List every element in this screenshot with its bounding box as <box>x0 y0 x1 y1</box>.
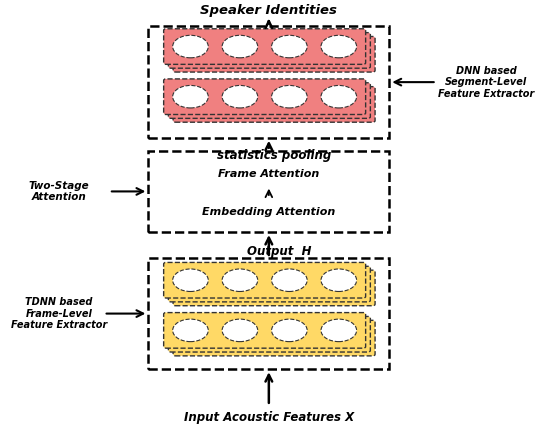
Ellipse shape <box>182 276 218 299</box>
Ellipse shape <box>227 89 262 112</box>
Ellipse shape <box>227 39 262 61</box>
FancyBboxPatch shape <box>164 313 366 348</box>
Ellipse shape <box>172 319 208 341</box>
Ellipse shape <box>232 327 267 349</box>
Ellipse shape <box>232 276 267 299</box>
Ellipse shape <box>232 93 267 116</box>
Text: DNN based
Segment-Level
Feature Extractor: DNN based Segment-Level Feature Extracto… <box>438 65 535 99</box>
Ellipse shape <box>182 327 218 349</box>
Ellipse shape <box>182 93 218 116</box>
Text: Frame Attention: Frame Attention <box>218 169 319 178</box>
Text: statistics pooling: statistics pooling <box>217 149 331 163</box>
Ellipse shape <box>182 43 218 65</box>
Ellipse shape <box>321 86 357 108</box>
Ellipse shape <box>281 276 317 299</box>
FancyBboxPatch shape <box>164 79 366 114</box>
Ellipse shape <box>177 273 213 295</box>
Ellipse shape <box>177 323 213 345</box>
Bar <box>148 26 390 138</box>
Ellipse shape <box>330 43 366 65</box>
Ellipse shape <box>222 269 258 292</box>
Ellipse shape <box>227 323 262 345</box>
FancyBboxPatch shape <box>169 33 370 68</box>
Ellipse shape <box>271 269 307 292</box>
Ellipse shape <box>172 35 208 58</box>
Ellipse shape <box>281 327 317 349</box>
Text: Output  H: Output H <box>247 245 312 258</box>
Ellipse shape <box>326 323 361 345</box>
Ellipse shape <box>271 319 307 341</box>
FancyBboxPatch shape <box>173 270 375 306</box>
Ellipse shape <box>330 276 366 299</box>
Ellipse shape <box>326 89 361 112</box>
Ellipse shape <box>276 323 312 345</box>
FancyBboxPatch shape <box>173 320 375 356</box>
Bar <box>148 150 390 232</box>
Bar <box>148 258 390 369</box>
Ellipse shape <box>177 89 213 112</box>
Ellipse shape <box>326 273 361 295</box>
Ellipse shape <box>227 273 262 295</box>
Text: Input Acoustic Features X: Input Acoustic Features X <box>184 411 354 424</box>
Ellipse shape <box>276 89 312 112</box>
Text: Two-Stage
Attention: Two-Stage Attention <box>29 181 89 202</box>
Ellipse shape <box>321 35 357 58</box>
Text: Embedding Attention: Embedding Attention <box>202 207 336 217</box>
Ellipse shape <box>172 269 208 292</box>
Ellipse shape <box>276 39 312 61</box>
Ellipse shape <box>222 319 258 341</box>
Ellipse shape <box>330 327 366 349</box>
Text: TDNN based
Frame-Level
Feature Extractor: TDNN based Frame-Level Feature Extractor <box>11 297 107 330</box>
Ellipse shape <box>271 86 307 108</box>
Ellipse shape <box>222 35 258 58</box>
Text: Speaker Identities: Speaker Identities <box>200 3 337 17</box>
FancyBboxPatch shape <box>169 316 370 352</box>
Ellipse shape <box>321 319 357 341</box>
Ellipse shape <box>271 35 307 58</box>
Ellipse shape <box>276 273 312 295</box>
FancyBboxPatch shape <box>169 83 370 118</box>
Ellipse shape <box>330 93 366 116</box>
Ellipse shape <box>172 86 208 108</box>
Ellipse shape <box>321 269 357 292</box>
FancyBboxPatch shape <box>169 266 370 302</box>
FancyBboxPatch shape <box>164 29 366 64</box>
Ellipse shape <box>326 39 361 61</box>
Ellipse shape <box>222 86 258 108</box>
FancyBboxPatch shape <box>173 37 375 72</box>
FancyBboxPatch shape <box>164 262 366 298</box>
Ellipse shape <box>281 43 317 65</box>
Ellipse shape <box>232 43 267 65</box>
FancyBboxPatch shape <box>173 86 375 122</box>
Ellipse shape <box>177 39 213 61</box>
Ellipse shape <box>281 93 317 116</box>
